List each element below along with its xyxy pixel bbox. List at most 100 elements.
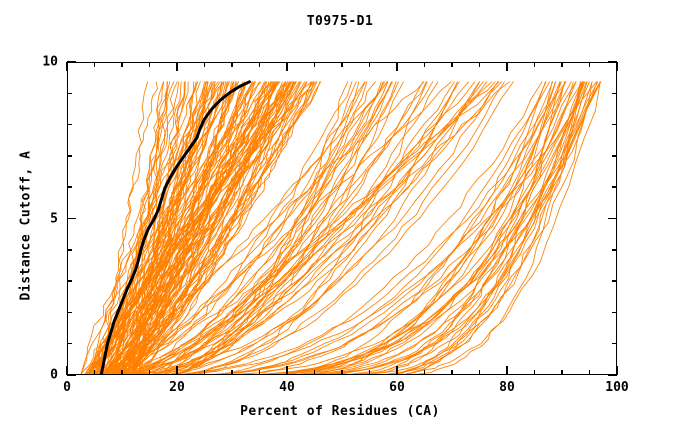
chart-title: T0975-D1	[306, 14, 374, 29]
model-curve	[108, 81, 213, 374]
x-tick	[561, 62, 563, 67]
model-curve	[125, 81, 480, 374]
model-curve	[163, 81, 393, 374]
reference-model-curve	[99, 80, 251, 374]
model-curve	[133, 81, 235, 374]
x-tick	[66, 366, 68, 375]
x-tick	[506, 62, 508, 71]
y-tick	[612, 155, 617, 157]
x-tick	[533, 62, 536, 67]
x-tick	[478, 370, 481, 375]
x-tick	[341, 62, 343, 67]
model-curve	[92, 81, 262, 374]
model-curve	[153, 81, 455, 374]
model-curve	[151, 81, 493, 374]
x-tick	[423, 370, 426, 375]
y-tick	[67, 249, 72, 251]
x-tick-label: 40	[279, 380, 295, 395]
y-tick-label: 10	[42, 54, 58, 70]
y-tick	[67, 92, 72, 95]
y-tick	[67, 61, 76, 63]
model-curve	[167, 81, 460, 374]
y-tick	[67, 155, 72, 157]
model-curve	[110, 81, 296, 374]
y-tick	[67, 123, 72, 126]
model-curve	[98, 81, 266, 374]
x-tick	[258, 62, 261, 67]
y-tick	[67, 311, 72, 314]
model-curve	[215, 81, 577, 374]
x-tick	[533, 370, 536, 375]
model-curve	[98, 81, 197, 374]
x-tick	[66, 62, 68, 71]
model-curve	[96, 81, 228, 374]
x-tick	[396, 62, 398, 71]
model-curve	[101, 81, 277, 374]
model-curve	[152, 81, 480, 374]
model-curve	[178, 81, 567, 374]
y-tick	[608, 61, 617, 63]
y-tick	[612, 249, 617, 251]
x-tick-label: 80	[499, 380, 515, 395]
model-curve	[133, 81, 357, 374]
model-curve	[265, 81, 585, 374]
y-tick	[67, 374, 76, 376]
model-curve	[118, 81, 209, 374]
x-tick	[148, 62, 151, 67]
model-curve	[123, 81, 208, 374]
model-curve	[111, 81, 278, 374]
model-curve	[96, 81, 500, 374]
x-axis-title: Percent of Residues (CA)	[240, 404, 440, 419]
model-curve	[355, 81, 581, 374]
model-curve	[328, 81, 588, 374]
model-curve	[132, 81, 186, 374]
x-tick	[313, 62, 316, 67]
x-tick	[588, 62, 591, 67]
x-tick	[286, 366, 288, 375]
model-curve	[334, 81, 583, 374]
model-curve	[385, 81, 587, 374]
x-tick	[368, 370, 371, 375]
model-curve	[114, 81, 322, 374]
y-axis-title: Distance Cutoff, A	[18, 150, 34, 301]
model-curve	[321, 81, 566, 374]
x-tick	[313, 370, 316, 375]
x-tick	[121, 370, 123, 375]
x-tick	[93, 62, 96, 67]
model-curve	[132, 81, 277, 374]
y-tick-label: 5	[50, 211, 58, 226]
model-curve	[215, 81, 543, 374]
y-tick	[608, 217, 617, 220]
model-curve	[124, 81, 399, 374]
y-tick	[612, 280, 617, 282]
model-curve	[156, 81, 476, 374]
y-tick	[612, 186, 617, 188]
x-tick	[176, 366, 178, 375]
x-tick	[203, 370, 206, 375]
model-curve	[171, 81, 360, 374]
x-tick	[93, 370, 96, 375]
model-curve	[101, 81, 158, 374]
y-tick	[612, 123, 617, 126]
y-tick	[67, 280, 72, 282]
model-curve	[106, 81, 388, 374]
model-curve	[115, 81, 452, 374]
model-curve	[260, 81, 601, 374]
x-tick	[121, 62, 123, 67]
x-tick-label: 20	[169, 380, 185, 395]
model-curve	[116, 81, 248, 374]
plot-area	[67, 62, 617, 375]
model-curve	[134, 81, 484, 374]
model-curve	[80, 81, 219, 374]
x-tick	[231, 62, 233, 67]
model-curve	[310, 81, 601, 374]
model-curve	[400, 81, 601, 374]
y-tick	[67, 186, 72, 188]
model-curve	[87, 81, 273, 374]
x-tick	[506, 366, 508, 375]
x-tick	[231, 370, 233, 375]
y-tick	[67, 342, 72, 345]
x-tick	[148, 370, 151, 375]
x-tick	[588, 370, 591, 375]
